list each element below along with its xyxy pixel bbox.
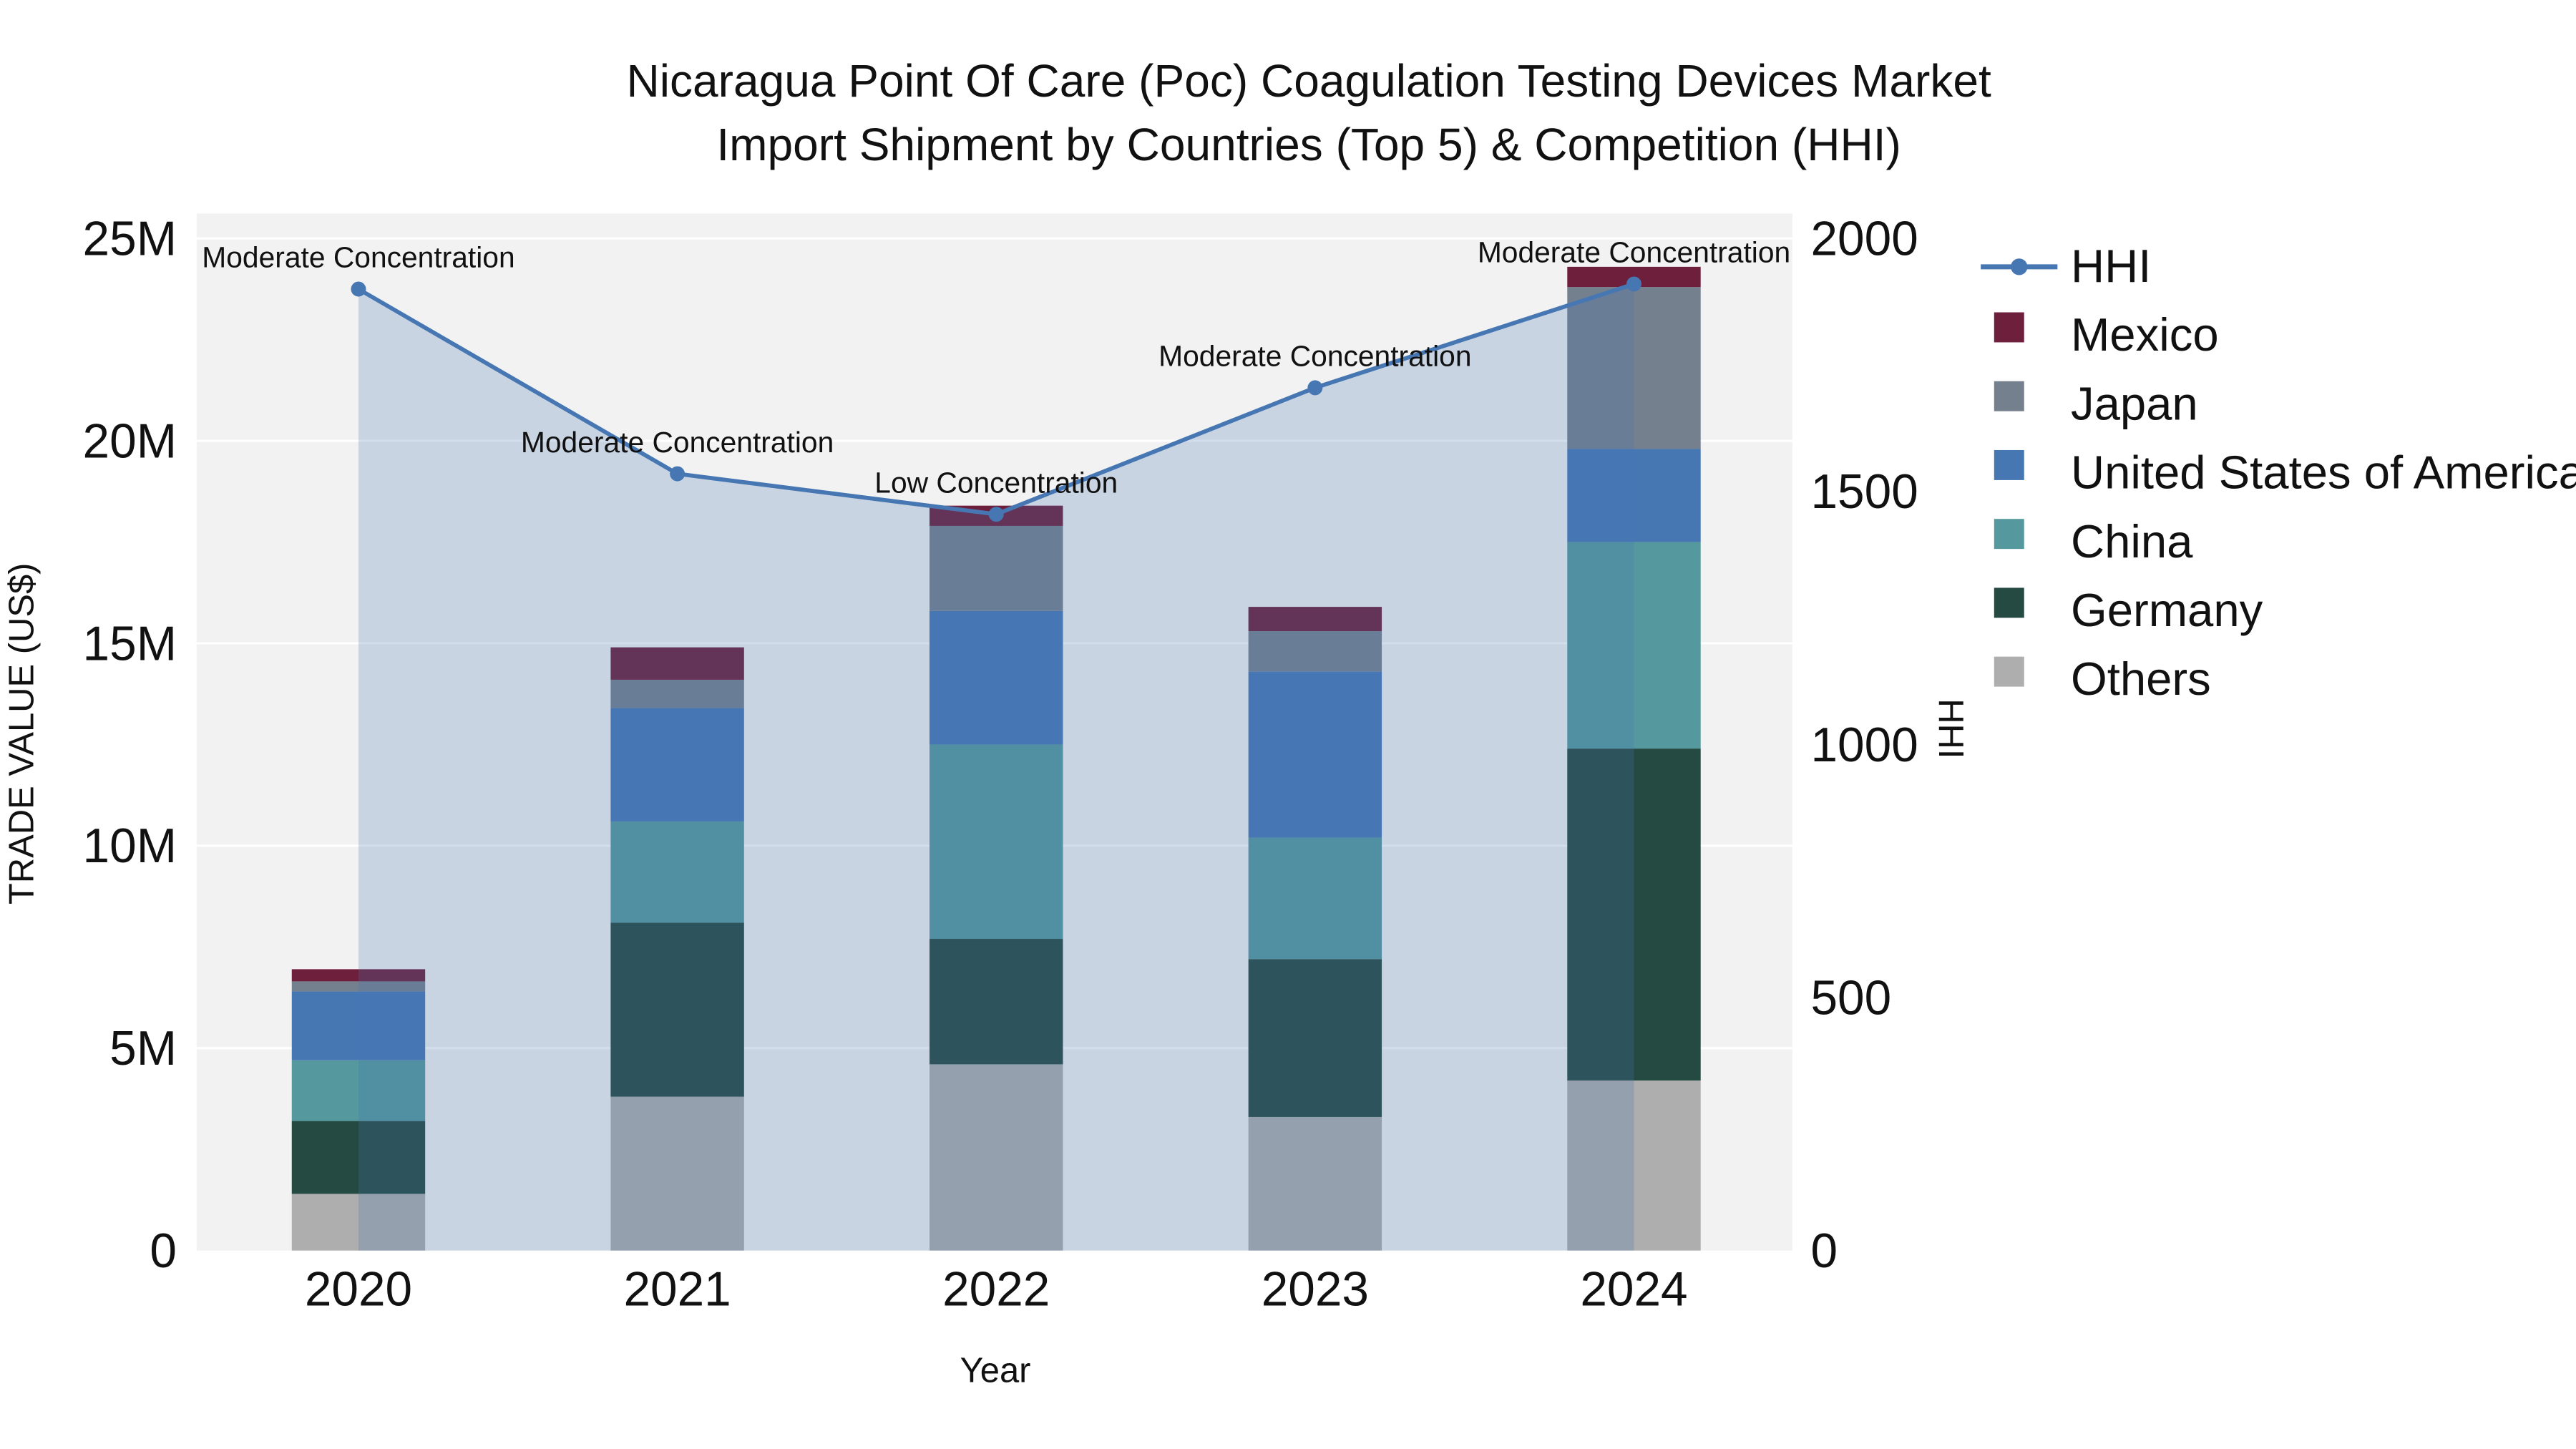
axis-ticks-layer: 0 5M 10M 15M 20M 25M 0 500 1000 1500 2000 2020 2021 2…: [83, 213, 1918, 1317]
y-right-tick: 1500: [1810, 465, 1918, 519]
legend-item-mexico[interactable]: Mexico: [1994, 308, 2219, 361]
stacked-bar-2021: [610, 647, 744, 1251]
legend-label: China: [2071, 515, 2193, 567]
legend-color-swatch: [1994, 449, 2024, 480]
x-tick-2020: 2020: [305, 1263, 412, 1317]
bar-segment-germany-2024: [1567, 748, 1701, 1081]
bar-segment-mexico-2020: [291, 969, 426, 982]
bar-segment-others-2020: [291, 1194, 426, 1251]
hhi-marker-2022: [988, 507, 1004, 522]
annotation-2023: Moderate Concentration: [1158, 340, 1471, 373]
bar-segment-japan-2020: [291, 981, 426, 992]
bar-segment-germany-2022: [930, 939, 1063, 1065]
legend-label: United States of America: [2071, 447, 2576, 499]
bar-segment-china-2020: [291, 1060, 426, 1121]
y-right-tick: 500: [1810, 971, 1891, 1025]
bar-segment-germany-2023: [1248, 959, 1382, 1117]
hhi-line-layer: [351, 276, 1641, 522]
bar-segment-china-2022: [930, 744, 1063, 940]
bar-segment-others-2024: [1567, 1080, 1701, 1251]
legend-color-swatch: [1994, 381, 2024, 411]
legend-label: Mexico: [2071, 308, 2219, 361]
stacked-bar-2023: [1248, 607, 1382, 1251]
annotation-2020: Moderate Concentration: [202, 241, 514, 274]
y-right-tick: 0: [1810, 1224, 1838, 1278]
hhi-marker-2023: [1307, 380, 1323, 396]
annotation-2021: Moderate Concentration: [521, 426, 834, 459]
hhi-marker-2021: [670, 466, 686, 482]
bar-segment-japan-2021: [610, 679, 744, 708]
stacked-bar-2022: [930, 505, 1063, 1251]
legend-item-japan[interactable]: Japan: [1994, 377, 2198, 429]
hhi-area-layer: [358, 283, 1634, 1251]
annotation-2022: Low Concentration: [874, 466, 1118, 499]
bar-segment-united-states-of-america-2023: [1248, 671, 1382, 838]
legend-label: Germany: [2071, 584, 2263, 636]
y-left-axis-title: TRADE VALUE (US$): [3, 563, 42, 905]
legend-label: HHI: [2071, 240, 2151, 292]
legend-item-united-states-of-america[interactable]: United States of America: [1994, 447, 2576, 499]
stacked-bars-layer: [291, 266, 1701, 1251]
legend-item-hhi[interactable]: HHI: [1981, 240, 2151, 292]
hhi-marker-2024: [1626, 276, 1641, 292]
bar-segment-united-states-of-america-2020: [291, 991, 426, 1060]
legend-label: Japan: [2071, 377, 2198, 429]
legend-item-china[interactable]: China: [1994, 515, 2193, 567]
bar-segment-china-2024: [1567, 542, 1701, 749]
chart-title-line2: Import Shipment by Countries (Top 5) & C…: [716, 119, 1901, 170]
x-tick-2021: 2021: [623, 1263, 731, 1317]
annotation-2024: Moderate Concentration: [1478, 236, 1790, 269]
bar-segment-china-2023: [1248, 837, 1382, 960]
bar-segment-others-2021: [610, 1096, 744, 1251]
x-tick-2022: 2022: [942, 1263, 1050, 1317]
legend-color-swatch: [1994, 656, 2024, 687]
stacked-bar-2024: [1567, 266, 1701, 1251]
bar-segment-germany-2021: [610, 922, 744, 1097]
bar-segment-china-2021: [610, 821, 744, 923]
bar-segment-others-2022: [930, 1064, 1063, 1251]
bar-segment-germany-2020: [291, 1121, 426, 1194]
y-left-tick: 20M: [83, 414, 177, 468]
bar-segment-mexico-2023: [1248, 607, 1382, 632]
legend-marker-dot: [2011, 258, 2028, 275]
legend-color-swatch: [1994, 312, 2024, 343]
hhi-area-fill: [358, 283, 1634, 1251]
bar-segment-united-states-of-america-2024: [1567, 449, 1701, 542]
stacked-bar-2020: [291, 969, 426, 1251]
bar-segment-united-states-of-america-2022: [930, 610, 1063, 745]
bar-segment-japan-2024: [1567, 287, 1701, 449]
y-right-tick: 2000: [1810, 213, 1918, 266]
bar-segment-japan-2022: [930, 525, 1063, 611]
bar-segment-others-2023: [1248, 1116, 1382, 1251]
bar-segment-japan-2023: [1248, 631, 1382, 672]
y-left-tick: 25M: [83, 213, 177, 266]
legend-item-others[interactable]: Others: [1994, 653, 2211, 705]
y-left-tick: 5M: [109, 1022, 177, 1075]
legend-color-swatch: [1994, 587, 2024, 618]
legend-color-swatch: [1994, 519, 2024, 550]
y-left-tick: 10M: [83, 819, 177, 873]
bar-segment-united-states-of-america-2021: [610, 708, 744, 821]
x-tick-2024: 2024: [1580, 1263, 1687, 1317]
y-right-axis-title: HHI: [1931, 698, 1970, 758]
x-axis-title: Year: [960, 1352, 1031, 1390]
y-left-tick: 0: [150, 1224, 177, 1278]
legend-item-germany[interactable]: Germany: [1994, 584, 2263, 636]
hhi-marker-2020: [351, 281, 366, 297]
y-left-tick: 15M: [83, 617, 177, 670]
legend-label: Others: [2071, 653, 2211, 705]
legend: HHI Mexico Japan United States of America Ch…: [1981, 240, 2576, 705]
chart-title-line1: Nicaragua Point Of Care (Poc) Coagulatio…: [626, 55, 1991, 107]
bar-segment-mexico-2021: [610, 647, 744, 680]
annotation-layer: Moderate Concentration Moderate Concentra…: [202, 236, 1790, 499]
y-right-tick: 1000: [1810, 718, 1918, 772]
x-tick-2023: 2023: [1262, 1263, 1369, 1317]
